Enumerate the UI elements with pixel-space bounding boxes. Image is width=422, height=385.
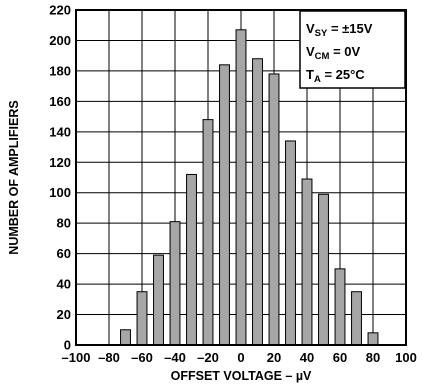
x-tick-label: 60 (333, 350, 347, 365)
bar (367, 332, 379, 346)
y-tick-label: 20 (57, 307, 71, 322)
x-tick-label: –100 (62, 350, 91, 365)
bar (351, 291, 362, 346)
x-tick-label: –20 (197, 350, 219, 365)
y-tick-label: 60 (57, 246, 71, 261)
plot-frame (75, 9, 407, 346)
y-tick-label: 140 (49, 124, 71, 139)
annotation-line: TA = 25°C (306, 67, 365, 85)
bar (235, 29, 247, 346)
x-tick-label: 20 (267, 350, 281, 365)
x-tick-label: 100 (395, 350, 417, 365)
bar (318, 193, 329, 346)
y-tick-label: 160 (49, 94, 71, 109)
x-tick-label: 80 (366, 350, 380, 365)
bar (285, 140, 296, 346)
x-tick-label: –40 (164, 350, 186, 365)
y-tick-label: 120 (49, 155, 71, 170)
bar (169, 221, 181, 346)
annotation-line: VSY = ±15V (306, 21, 373, 39)
x-tick-label: 0 (237, 350, 244, 365)
conditions-annotation: VSY = ±15V VCM = 0V TA = 25°C (306, 21, 373, 85)
bar (301, 178, 313, 346)
y-tick-labels: 0 20 40 60 80 100 120 140 160 180 200 220 (49, 3, 71, 353)
bar (153, 254, 164, 346)
x-tick-label: 40 (300, 350, 314, 365)
y-tick-label: 100 (49, 185, 71, 200)
bar (252, 58, 263, 346)
y-axis-label: NUMBER OF AMPLIFIERS (7, 100, 21, 254)
y-tick-label: 0 (64, 338, 71, 353)
x-tick-label: –60 (131, 350, 153, 365)
x-tick-labels: –100 –80 –60 –40 –20 0 20 40 60 80 100 (62, 350, 417, 365)
annotation-line: VCM = 0V (306, 44, 360, 62)
bar (334, 268, 346, 346)
y-tick-label: 200 (49, 33, 71, 48)
bar (202, 119, 214, 346)
bar (219, 64, 230, 346)
y-tick-label: 180 (49, 63, 71, 78)
bar (120, 329, 131, 346)
y-tick-label: 40 (57, 277, 71, 292)
x-axis-label: OFFSET VOLTAGE – µV (171, 369, 312, 383)
y-tick-label: 80 (57, 216, 71, 231)
bar (136, 291, 148, 346)
bar (268, 73, 280, 346)
x-tick-label: –80 (98, 350, 120, 365)
y-tick-label: 220 (49, 3, 71, 18)
conditions-box (299, 10, 406, 89)
bar (186, 173, 197, 346)
